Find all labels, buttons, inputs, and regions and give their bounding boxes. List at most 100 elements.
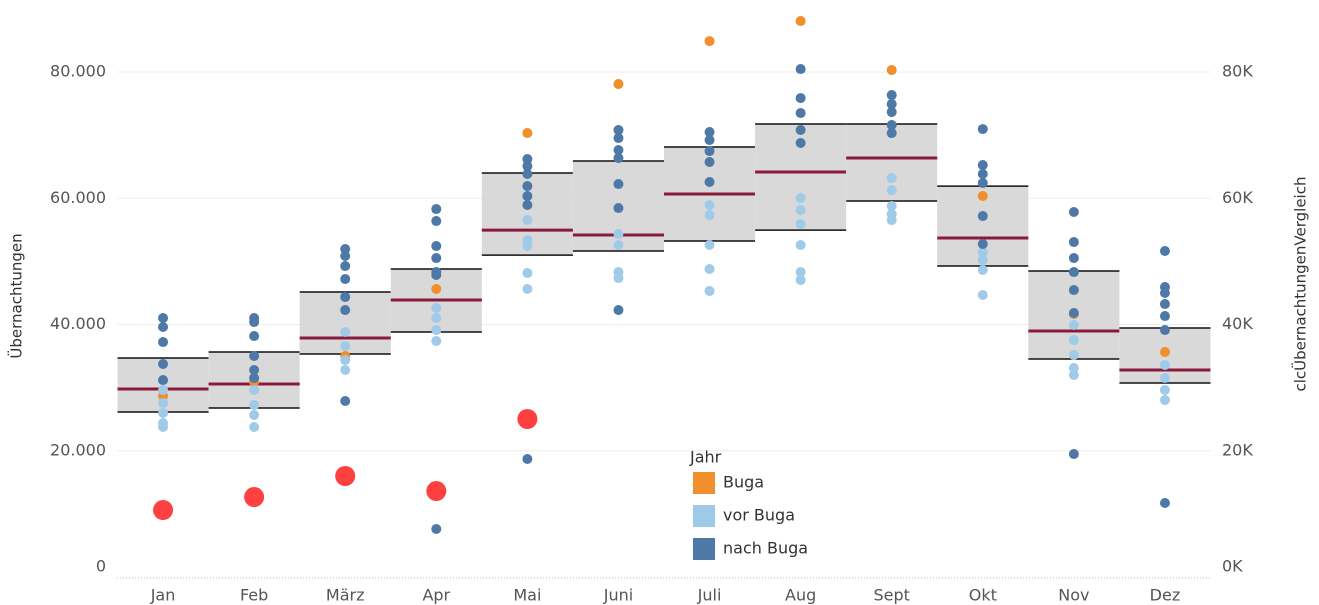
- data-point: [886, 107, 897, 118]
- data-point: [704, 135, 715, 146]
- x-tick-label: Jan: [150, 586, 176, 605]
- data-point: [977, 265, 988, 276]
- data-point: [249, 365, 260, 376]
- comparison-point: [244, 487, 265, 508]
- data-point: [340, 274, 351, 285]
- y-tick-label: 60.000: [50, 188, 106, 207]
- data-point: [340, 251, 351, 262]
- data-point: [886, 99, 897, 110]
- data-point: [704, 286, 715, 297]
- data-point: [1068, 285, 1079, 296]
- x-tick-label: Juni: [603, 586, 633, 605]
- data-point: [340, 365, 351, 376]
- data-point: [158, 322, 169, 333]
- data-point: [613, 145, 624, 156]
- data-point: [249, 410, 260, 421]
- data-point: [249, 422, 260, 433]
- data-point: [431, 253, 442, 264]
- data-point: [158, 408, 169, 419]
- y-axis-title: Übernachtungen: [7, 233, 26, 358]
- data-point: [613, 125, 624, 136]
- data-point: [1159, 288, 1170, 299]
- data-point: [704, 157, 715, 168]
- data-point: [977, 247, 988, 258]
- data-point: [431, 216, 442, 227]
- x-tick-label: März: [326, 586, 365, 605]
- data-point: [886, 120, 897, 131]
- data-point: [1159, 347, 1170, 358]
- y-tick-label: 0: [96, 557, 106, 576]
- data-point: [977, 290, 988, 301]
- data-point: [704, 240, 715, 251]
- data-point: [886, 90, 897, 101]
- data-point: [522, 154, 533, 165]
- data-point: [249, 400, 260, 411]
- data-point: [522, 181, 533, 192]
- data-point: [977, 211, 988, 222]
- data-point: [340, 305, 351, 316]
- y2-axis-title: clcÜbernachtungenVergleich: [1291, 177, 1310, 392]
- data-point: [340, 355, 351, 366]
- data-point: [158, 398, 169, 409]
- data-point: [1159, 360, 1170, 371]
- data-point: [1159, 394, 1170, 405]
- data-point: [886, 201, 897, 212]
- data-point: [431, 270, 442, 281]
- data-point: [977, 124, 988, 135]
- data-point: [613, 273, 624, 284]
- data-point: [431, 336, 442, 347]
- data-point: [795, 205, 806, 216]
- data-point: [977, 255, 988, 266]
- x-tick-label: Okt: [969, 586, 997, 605]
- legend-swatch: [693, 505, 715, 527]
- x-tick-label: Nov: [1058, 586, 1089, 605]
- legend-title: Jahr: [689, 448, 722, 467]
- data-point: [522, 169, 533, 180]
- data-point: [613, 229, 624, 240]
- data-point: [795, 240, 806, 251]
- data-point: [522, 241, 533, 252]
- data-point: [795, 267, 806, 278]
- data-point: [977, 160, 988, 171]
- data-point: [522, 200, 533, 211]
- data-point: [158, 385, 169, 396]
- data-point: [795, 93, 806, 104]
- data-point: [613, 240, 624, 251]
- data-point: [158, 375, 169, 386]
- data-point: [977, 191, 988, 202]
- legend-swatch: [693, 472, 715, 494]
- data-point: [1159, 373, 1170, 384]
- data-point: [158, 312, 169, 323]
- data-point: [704, 127, 715, 138]
- data-point: [795, 138, 806, 149]
- x-tick-label: Apr: [422, 586, 450, 605]
- data-point: [340, 292, 351, 303]
- data-point: [158, 337, 169, 348]
- data-point: [522, 268, 533, 279]
- y2-tick-label: 80K: [1222, 62, 1253, 81]
- data-point: [613, 179, 624, 190]
- data-point: [340, 396, 351, 407]
- data-point: [1068, 370, 1079, 380]
- comparison-point: [426, 481, 447, 502]
- data-point: [340, 341, 351, 352]
- data-point: [249, 385, 260, 396]
- data-point: [1159, 299, 1170, 310]
- data-point: [1068, 237, 1079, 248]
- data-point: [431, 241, 442, 252]
- data-point: [704, 200, 715, 211]
- data-point: [431, 204, 442, 215]
- data-point: [613, 305, 624, 316]
- data-point: [158, 422, 169, 433]
- data-point: [613, 79, 624, 90]
- data-point: [249, 317, 260, 328]
- data-point: [704, 177, 715, 188]
- comparison-point: [335, 466, 356, 486]
- data-point: [886, 173, 897, 184]
- y2-tick-label: 0K: [1222, 557, 1243, 576]
- data-point: [886, 215, 897, 226]
- data-point: [340, 327, 351, 338]
- data-point: [522, 191, 533, 202]
- data-point: [795, 275, 806, 286]
- x-tick-label: Feb: [240, 586, 268, 605]
